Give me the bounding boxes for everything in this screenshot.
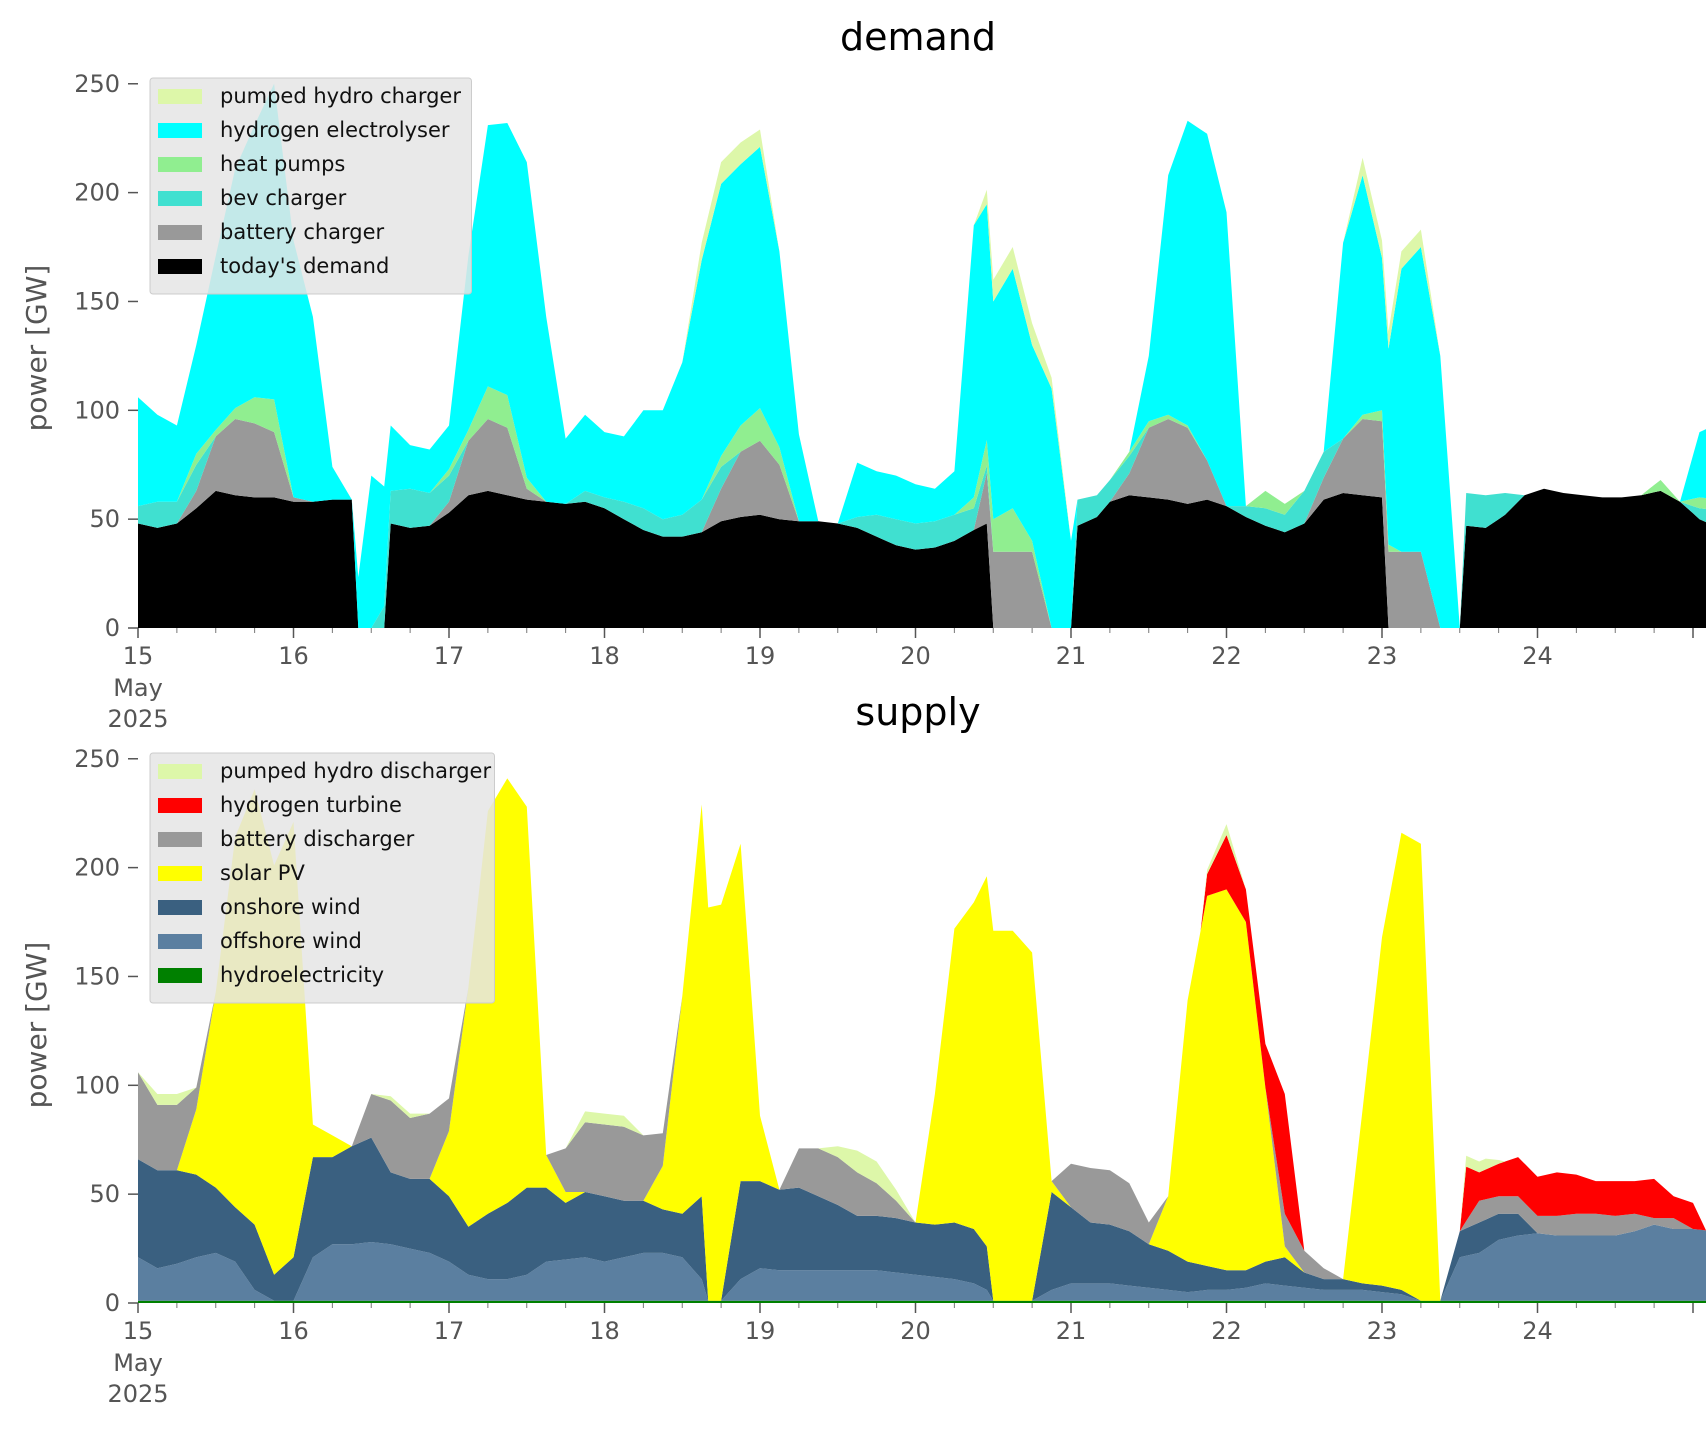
legend-swatch-pumped-hydro-charger: [158, 89, 202, 104]
area-offshore-wind: [138, 1224, 1706, 1301]
supply-panel: supply 0 50 100 150 200 250 15 16 17 18 19 20 21 22 23…: [20, 690, 1706, 1408]
x-tick-label: 15: [123, 1317, 154, 1345]
axes: 0 50 100 150 200 250 15 16 17 18 19 20 21 22 23 24 May 20…: [74, 70, 1694, 733]
legend-label-battery-discharger: battery discharger: [220, 827, 415, 851]
y-tick-label: 150: [74, 962, 120, 990]
legend-label-today-s-demand: today's demand: [220, 254, 389, 278]
legend-label-heat-pumps: heat pumps: [220, 152, 345, 176]
y-tick-label: 250: [74, 70, 120, 98]
area-hydroelectricity: [138, 1300, 1706, 1303]
y-tick-label: 100: [74, 396, 120, 424]
legend-swatch-hydroelectricity: [158, 968, 202, 983]
legend-label-solar-pv: solar PV: [220, 861, 305, 885]
axes: 0 50 100 150 200 250 15 16 17 18 19 20 21 22 23 24 May 20…: [74, 745, 1694, 1408]
x-tick-label: 17: [434, 1317, 465, 1345]
area-solar-pv: [138, 778, 1706, 1301]
y-tick-label: 150: [74, 287, 120, 315]
legend-label-battery-charger: battery charger: [220, 220, 385, 244]
x-tick-label: 22: [1211, 642, 1242, 670]
stacked-areas: [138, 778, 1706, 1303]
legend-swatch-pumped-hydro-discharger: [158, 764, 202, 779]
y-tick-label: 100: [74, 1071, 120, 1099]
y-tick-label: 50: [89, 505, 120, 533]
x-tick-label: 16: [278, 642, 309, 670]
x-tick-label: 17: [434, 642, 465, 670]
x-date-sublabel: May: [113, 674, 163, 702]
legend-label-hydroelectricity: hydroelectricity: [220, 963, 384, 987]
y-axis-label: power [GW]: [20, 265, 53, 432]
legend-swatch-offshore-wind: [158, 934, 202, 949]
x-tick-label: 24: [1522, 642, 1553, 670]
y-axis-label: power [GW]: [20, 942, 53, 1109]
legend-swatch-onshore-wind: [158, 900, 202, 915]
legend-label-pumped-hydro-charger: pumped hydro charger: [220, 84, 461, 108]
legend-swatch-solar-pv: [158, 866, 202, 881]
area-onshore-wind: [138, 1137, 1706, 1301]
legend-label-pumped-hydro-discharger: pumped hydro discharger: [220, 759, 491, 783]
chart-title: demand: [840, 15, 996, 59]
legend-swatch-heat-pumps: [158, 157, 202, 172]
x-tick-label: 19: [745, 1317, 776, 1345]
x-date-sublabel: May: [113, 1349, 163, 1377]
legend-swatch-hydrogen-turbine: [158, 798, 202, 813]
x-tick-label: 15: [123, 642, 154, 670]
x-tick-label: 20: [900, 1317, 931, 1345]
x-tick-label: 21: [1056, 1317, 1087, 1345]
stacked-areas: [138, 83, 1706, 628]
x-date-sublabel: 2025: [107, 1380, 168, 1408]
x-tick-label: 16: [278, 1317, 309, 1345]
y-tick-label: 0: [105, 1289, 120, 1317]
legend-label-offshore-wind: offshore wind: [220, 929, 362, 953]
x-tick-label: 23: [1367, 642, 1398, 670]
x-tick-label: 18: [589, 642, 620, 670]
legend-label-hydrogen-turbine: hydrogen turbine: [220, 793, 402, 817]
x-tick-label: 21: [1056, 642, 1087, 670]
chart-title: supply: [855, 690, 980, 734]
legend: pumped hydro discharger hydrogen turbine b…: [149, 752, 495, 1004]
x-date-sublabel: 2025: [107, 705, 168, 733]
legend-label-hydrogen-electrolyser: hydrogen electrolyser: [220, 118, 450, 142]
legend-swatch-battery-charger: [158, 225, 202, 240]
x-tick-label: 22: [1211, 1317, 1242, 1345]
x-tick-label: 19: [745, 642, 776, 670]
area-today-s-demand: [138, 488, 1706, 628]
legend: pumped hydro charger hydrogen electrolyse…: [149, 77, 472, 295]
y-tick-label: 250: [74, 745, 120, 773]
demand-panel: demand 0 50 100 150 200 250 15 16 17 18 19 20 21 22 23…: [20, 15, 1706, 733]
x-tick-label: 18: [589, 1317, 620, 1345]
y-tick-label: 200: [74, 179, 120, 207]
area-bev-charger: [138, 419, 1706, 628]
legend-label-bev-charger: bev charger: [220, 186, 347, 210]
legend-box: [149, 77, 472, 295]
legend-swatch-hydrogen-electrolyser: [158, 123, 202, 138]
y-tick-label: 50: [89, 1180, 120, 1208]
y-tick-label: 0: [105, 614, 120, 642]
x-tick-label: 23: [1367, 1317, 1398, 1345]
x-tick-label: 24: [1522, 1317, 1553, 1345]
legend-swatch-battery-discharger: [158, 832, 202, 847]
legend-label-onshore-wind: onshore wind: [220, 895, 361, 919]
legend-swatch-today-s-demand: [158, 259, 202, 274]
y-tick-label: 200: [74, 854, 120, 882]
x-tick-label: 20: [900, 642, 931, 670]
legend-box: [149, 752, 495, 1004]
legend-swatch-bev-charger: [158, 191, 202, 206]
area-hydrogen-electrolyser: [138, 83, 1706, 628]
